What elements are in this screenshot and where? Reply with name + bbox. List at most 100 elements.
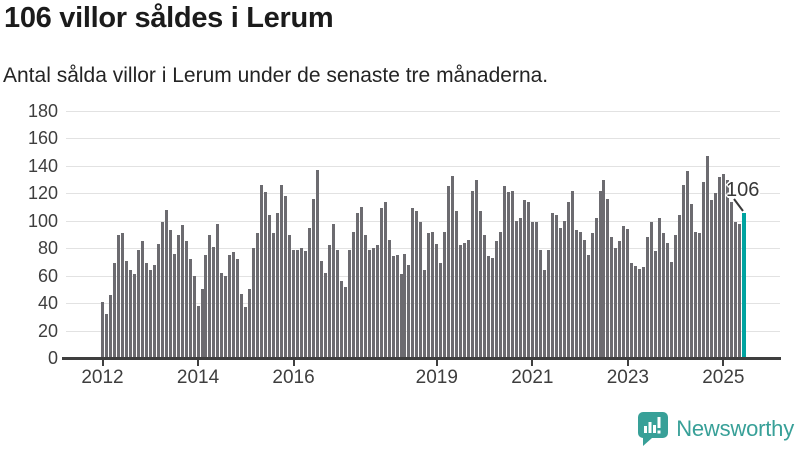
- last-value-annotation: 106: [726, 179, 760, 201]
- bar: [407, 264, 411, 358]
- bar: [717, 176, 721, 358]
- bar: [132, 274, 136, 358]
- bar: [451, 175, 455, 358]
- bar: [120, 233, 124, 358]
- bar: [709, 200, 713, 358]
- plot-area: [66, 111, 780, 358]
- bar: [674, 234, 678, 358]
- x-axis-label: 2021: [511, 367, 554, 388]
- bar: [682, 185, 686, 358]
- bar: [630, 263, 634, 358]
- bar: [168, 230, 172, 358]
- y-axis-label: 120: [27, 183, 58, 204]
- bar: [276, 212, 280, 358]
- bar: [510, 190, 514, 358]
- bar: [590, 233, 594, 358]
- bar: [148, 270, 152, 358]
- bar: [363, 234, 367, 358]
- bar: [578, 231, 582, 358]
- bar: [216, 223, 220, 358]
- bar: [550, 212, 554, 358]
- bar: [582, 240, 586, 358]
- annotation-leader-line: [732, 197, 745, 212]
- bar: [292, 249, 296, 358]
- bar: [192, 275, 196, 358]
- bar: [554, 215, 558, 358]
- newsworthy-bubble-chart-icon: [638, 412, 669, 446]
- bar: [347, 249, 351, 358]
- y-axis-label: 80: [37, 238, 58, 259]
- bar: [471, 190, 475, 358]
- bar: [383, 201, 387, 358]
- x-axis-label: 2025: [702, 367, 745, 388]
- bar: [339, 281, 343, 358]
- bar: [128, 270, 132, 358]
- y-axis-label: 40: [37, 293, 58, 314]
- bar: [713, 193, 717, 358]
- bar: [240, 293, 244, 358]
- x-axis-label: 2014: [176, 367, 220, 388]
- bar: [403, 253, 407, 358]
- bar: [140, 241, 144, 358]
- bar: [705, 156, 709, 358]
- bar: [327, 245, 331, 358]
- bar: [662, 233, 666, 358]
- gridline: [66, 165, 780, 167]
- bar: [224, 275, 228, 358]
- bar: [272, 233, 276, 358]
- bar: [431, 231, 435, 358]
- y-axis-label: 180: [27, 101, 58, 121]
- bar: [598, 190, 602, 358]
- bar: [701, 182, 705, 358]
- bar: [248, 289, 252, 358]
- bar: [284, 196, 288, 358]
- bar: [303, 250, 307, 358]
- gridline: [66, 138, 780, 140]
- bar: [311, 198, 315, 358]
- bar: [526, 201, 530, 358]
- bar: [387, 240, 391, 358]
- bar: [315, 170, 319, 358]
- bar: [606, 198, 610, 358]
- bar: [164, 209, 168, 358]
- y-axis-label: 0: [47, 348, 58, 368]
- y-axis-label: 100: [27, 210, 58, 231]
- bar: [491, 257, 495, 358]
- x-axis-tick: [292, 360, 295, 366]
- bar: [252, 248, 256, 358]
- y-axis-label: 160: [27, 128, 58, 149]
- bar: [343, 286, 347, 358]
- bar: [256, 233, 260, 358]
- bar: [558, 227, 562, 358]
- x-axis-tick: [435, 360, 438, 366]
- bar: [307, 227, 311, 358]
- chart-title: 106 villor såldes i Lerum: [4, 2, 334, 34]
- bar: [108, 294, 112, 358]
- x-axis-tick: [197, 360, 200, 366]
- bar: [610, 237, 614, 358]
- bar: [411, 208, 415, 358]
- bar: [379, 208, 383, 358]
- x-axis-label: 2012: [81, 367, 124, 388]
- x-axis-label: 2023: [606, 367, 649, 388]
- bar: [371, 248, 375, 358]
- bar: [331, 223, 335, 358]
- bar: [419, 222, 423, 358]
- x-axis-line: [62, 357, 781, 360]
- bar: [690, 204, 694, 358]
- bar: [208, 234, 212, 358]
- bar: [427, 233, 431, 358]
- bar: [518, 218, 522, 358]
- bar: [228, 255, 232, 358]
- bar: [180, 224, 184, 358]
- bar: [574, 230, 578, 358]
- bar: [658, 218, 662, 358]
- bar: [618, 241, 622, 358]
- y-axis-label: 140: [27, 155, 58, 176]
- y-axis-label: 20: [37, 320, 58, 341]
- bar: [447, 186, 451, 358]
- bar: [212, 246, 216, 358]
- bar: [678, 215, 682, 358]
- bar: [642, 267, 646, 358]
